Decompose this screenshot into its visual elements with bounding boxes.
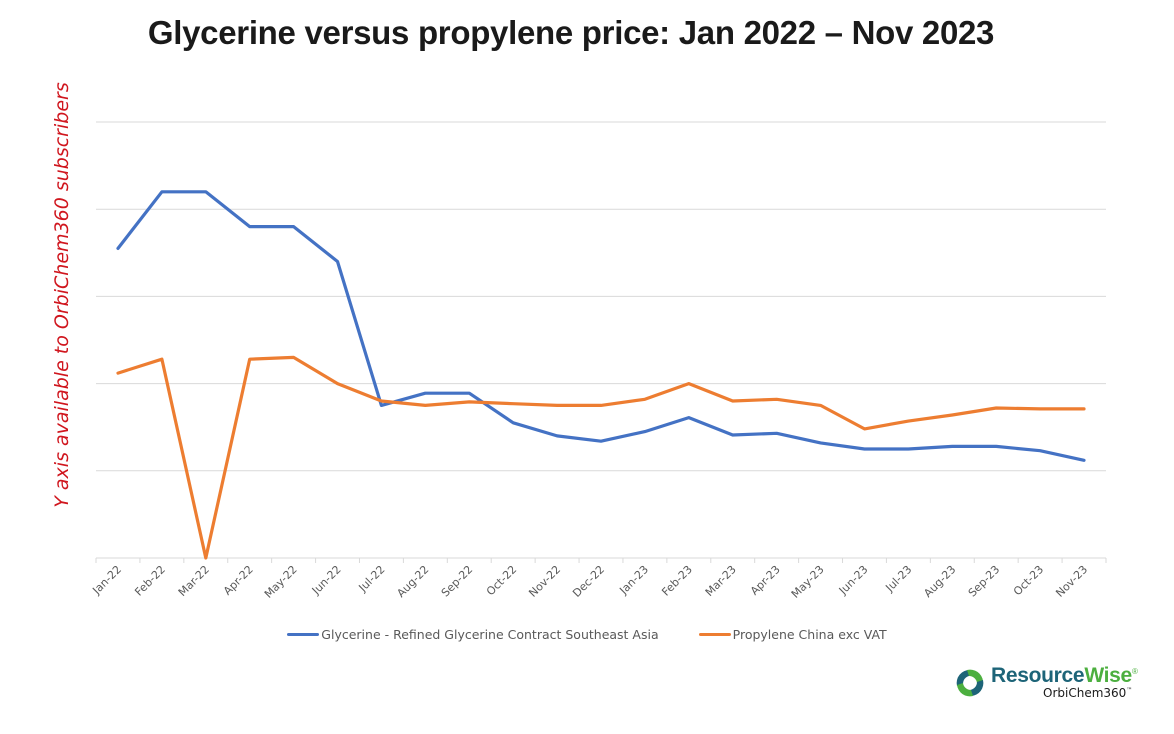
x-tick-label: Mar-22 [176, 563, 212, 599]
series-lines [116, 190, 1086, 560]
orbichem-logo-icon [955, 668, 985, 698]
x-tick-label: Feb-23 [659, 563, 695, 599]
chart-legend: Glycerine - Refined Glycerine Contract S… [0, 627, 1174, 642]
x-tick-label: Sep-23 [966, 563, 1003, 600]
legend-label-glycerine: Glycerine - Refined Glycerine Contract S… [321, 627, 659, 642]
x-tick-label: Nov-22 [526, 563, 563, 600]
x-axis: Jan-22 Feb-22 Mar-22 Apr-22 May-22 Jun-22 Jul-… [89, 558, 1107, 601]
x-tick-label: May-22 [262, 563, 300, 601]
legend-swatch-propylene [698, 633, 731, 636]
x-tick-label: Oct-23 [1011, 563, 1046, 598]
x-tick-label: Jan-22 [89, 563, 124, 598]
x-tick-label: Dec-22 [570, 563, 607, 600]
x-tick-label: Oct-22 [484, 563, 519, 598]
chart-title: Glycerine versus propylene price: Jan 20… [147, 14, 995, 51]
x-tick-label: Apr-22 [221, 563, 256, 598]
line-chart: Jan-22 Feb-22 Mar-22 Apr-22 May-22 Jun-22 Jul-… [89, 121, 1107, 601]
x-tick-label: Feb-22 [132, 563, 168, 599]
logo-wordmark: ResourceWise® [991, 664, 1138, 687]
x-tick-label: Nov-23 [1053, 563, 1090, 600]
x-tick-label: Apr-23 [748, 563, 783, 598]
x-tick-label: Jul-23 [883, 563, 915, 595]
resourcewise-logo: ResourceWise® OrbiChem360™ [953, 664, 1143, 704]
x-tick-label: Aug-23 [921, 563, 958, 600]
x-tick-label: Jun-22 [309, 563, 344, 598]
propylene-line [116, 355, 1086, 560]
x-tick-label: Jul-22 [356, 563, 388, 595]
x-tick-label: Jun-23 [836, 563, 871, 598]
gridlines [96, 121, 1106, 559]
legend-item-propylene: Propylene China exc VAT [698, 627, 887, 642]
x-tick-label: Sep-22 [439, 563, 476, 600]
x-tick-label: Aug-22 [394, 563, 431, 600]
legend-label-propylene: Propylene China exc VAT [732, 627, 887, 642]
x-tick-label: May-23 [789, 563, 827, 601]
x-tick-label: Mar-23 [703, 563, 739, 599]
legend-item-glycerine: Glycerine - Refined Glycerine Contract S… [287, 627, 659, 642]
x-tick-label: Jan-23 [616, 563, 651, 598]
glycerine-line [116, 190, 1086, 462]
legend-swatch-glycerine [287, 633, 320, 636]
logo-subtitle: OrbiChem360™ [1043, 686, 1133, 700]
